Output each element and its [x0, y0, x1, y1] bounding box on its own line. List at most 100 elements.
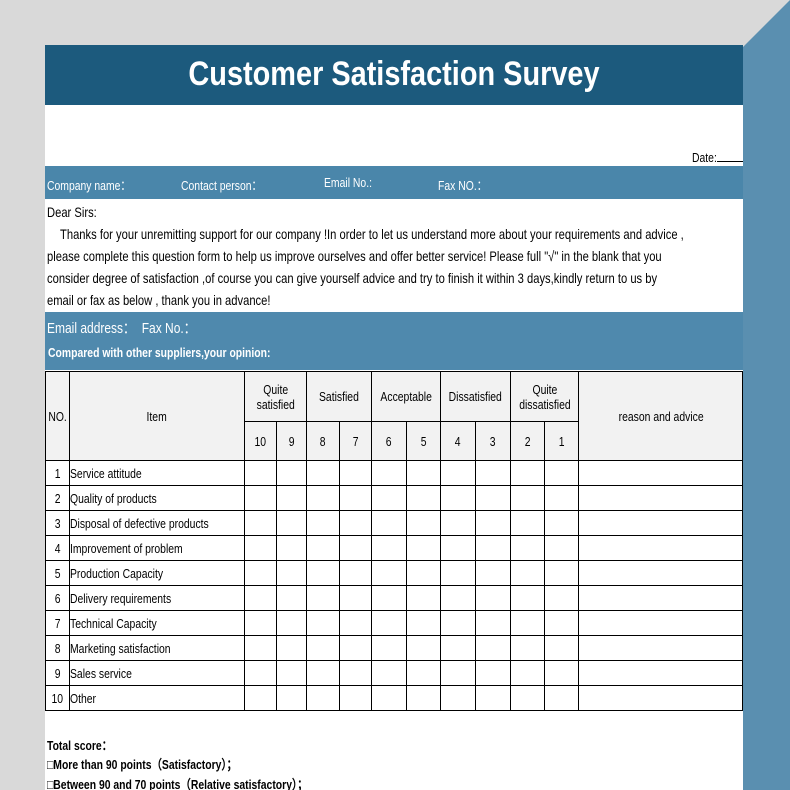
cell [405, 460, 442, 486]
cell [509, 610, 545, 636]
footer-text: □More than 90 points（Satisfactory）； [47, 757, 238, 772]
cell: Technical Capacity [69, 610, 245, 636]
cell [371, 660, 407, 686]
cell-text: 3 [489, 433, 496, 449]
cell [243, 510, 277, 536]
cell [371, 485, 407, 511]
cell [578, 560, 743, 586]
cell [509, 660, 545, 686]
cell-text: 4 [54, 540, 61, 556]
cell: Other [69, 685, 245, 711]
cell [338, 610, 373, 636]
cell-text: 6 [54, 590, 61, 606]
cell-text: 2 [54, 490, 61, 506]
cell [543, 460, 580, 486]
cell-text: 5 [420, 433, 427, 449]
cell-text: Marketing satisfaction [70, 640, 171, 656]
cell [509, 585, 545, 611]
cell-text: 9 [54, 665, 61, 681]
cell [275, 560, 308, 586]
cell [578, 635, 743, 661]
cell [543, 485, 580, 511]
cell: Sales service [69, 660, 245, 686]
info-bar: Company name： Contact person： Email No.:… [45, 166, 743, 199]
cell [338, 685, 373, 711]
cell [306, 685, 340, 711]
table-row: 8 Marketing satisfaction [45, 635, 743, 661]
cell [578, 660, 743, 686]
cell: Quite satisfied [243, 371, 308, 422]
cell [338, 635, 373, 661]
cell-text: Dissatisfied [448, 389, 502, 404]
letter-line: Thanks for your unremitting support for … [60, 226, 743, 244]
letter-text: Thanks for your unremitting support for … [60, 226, 684, 242]
cell [275, 635, 308, 661]
cell-text: 5 [54, 565, 61, 581]
cell-text: Quite satisfied [256, 381, 295, 412]
table-row: 2 Quality of products [45, 485, 743, 511]
cell [543, 535, 580, 561]
cell-text: Sales service [70, 665, 132, 681]
cell-text: 8 [54, 640, 61, 656]
cell-text: reason and advice [618, 408, 704, 424]
cell: Delivery requirements [69, 585, 245, 611]
cell [275, 535, 308, 561]
cell [275, 685, 308, 711]
cell [405, 485, 442, 511]
footer-line: Total score： [47, 735, 128, 755]
cell [578, 460, 743, 486]
cell-text: Disposal of defective products [70, 515, 209, 531]
cell [243, 685, 277, 711]
table-row: 7 Technical Capacity [45, 610, 743, 636]
cell [578, 535, 743, 561]
cell [543, 610, 580, 636]
cell: 3 [45, 510, 71, 536]
cell: 6 [371, 421, 407, 461]
cell-text: Item [146, 408, 167, 424]
cell: 1 [543, 421, 580, 461]
cell [275, 485, 308, 511]
cell: 5 [45, 560, 71, 586]
cell-text: 9 [288, 433, 295, 449]
cell: Acceptable [371, 371, 442, 422]
cell [509, 635, 545, 661]
cell [371, 460, 407, 486]
cell [405, 635, 442, 661]
cell [509, 460, 545, 486]
cell [371, 635, 407, 661]
cell [440, 610, 476, 636]
cell-text: Quality of products [70, 490, 157, 506]
letter-text: email or fax as below , thank you in adv… [47, 292, 271, 308]
cell [371, 610, 407, 636]
cell [306, 610, 340, 636]
cell [338, 510, 373, 536]
cell [275, 660, 308, 686]
cell: 4 [440, 421, 476, 461]
greeting: Dear Sirs: [47, 204, 109, 222]
table-row: 1 Service attitude [45, 460, 743, 486]
cell [338, 660, 373, 686]
cell-text: Technical Capacity [70, 615, 157, 631]
cell [338, 485, 373, 511]
cell [578, 610, 743, 636]
cell [440, 560, 476, 586]
cell [440, 460, 476, 486]
cell: 6 [45, 585, 71, 611]
cell [306, 535, 340, 561]
cell [306, 485, 340, 511]
cell [440, 485, 476, 511]
cell [474, 585, 511, 611]
cell [243, 635, 277, 661]
letter-line: please complete this question form to he… [47, 248, 743, 266]
cell [243, 585, 277, 611]
cell [306, 660, 340, 686]
cell [405, 610, 442, 636]
cell-text: Production Capacity [70, 565, 164, 581]
cell [440, 535, 476, 561]
cell: 9 [45, 660, 71, 686]
cell [578, 510, 743, 536]
paper: Customer Satisfaction Survey Date: Compa… [45, 45, 743, 790]
cell [405, 660, 442, 686]
cell [578, 585, 743, 611]
